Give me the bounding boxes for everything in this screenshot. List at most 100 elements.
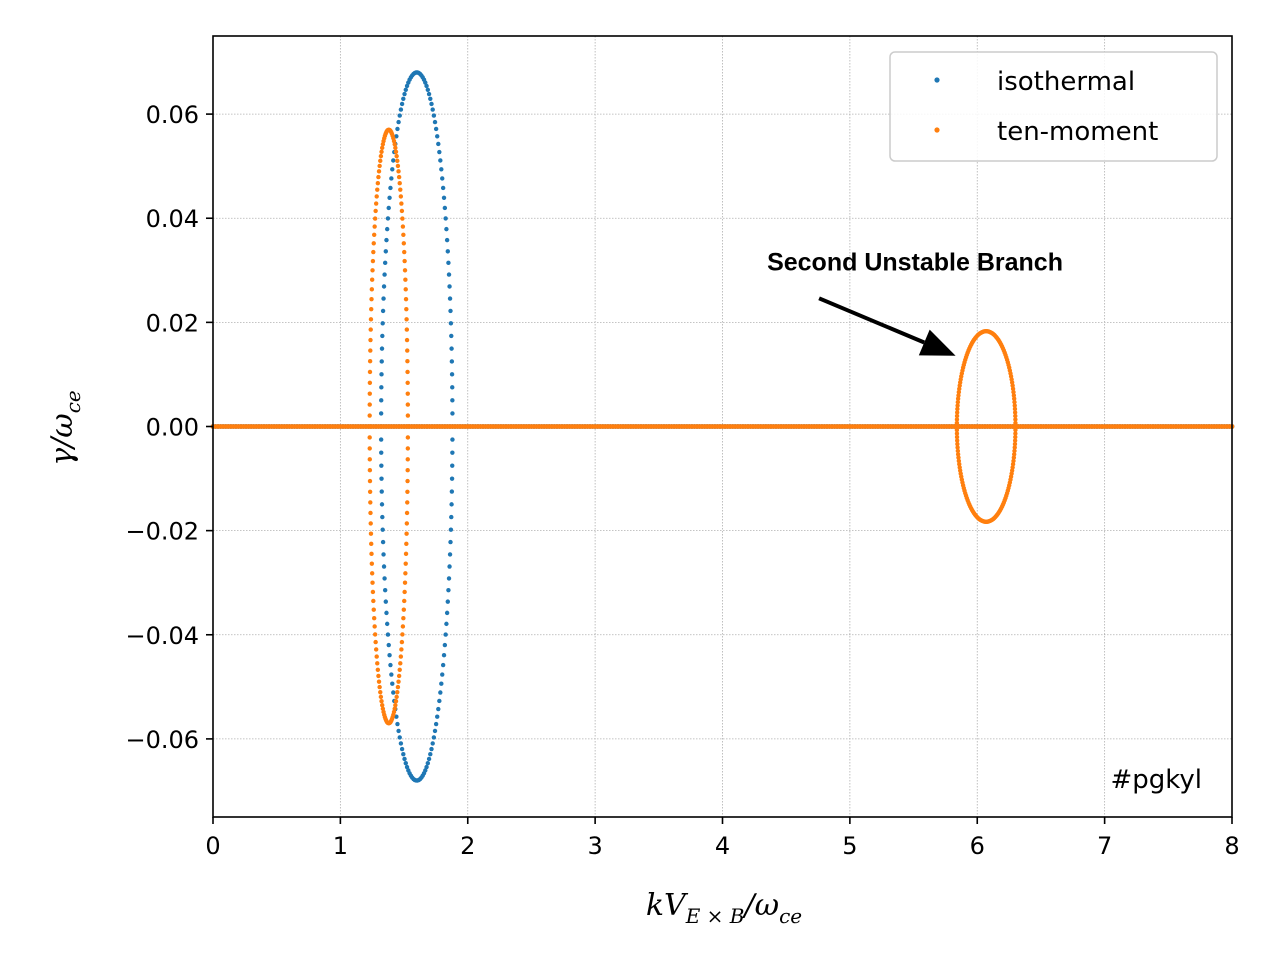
y-tick-label: 0.04	[146, 205, 199, 233]
data-point	[388, 185, 393, 191]
data-point	[379, 372, 384, 377]
data-point	[374, 654, 379, 659]
data-point	[1011, 452, 1017, 457]
data-point	[395, 126, 400, 132]
data-point	[398, 107, 404, 112]
data-point	[430, 107, 435, 112]
y-axis-label: γ/ωce	[45, 390, 85, 466]
data-point	[957, 383, 962, 388]
data-point	[403, 87, 408, 92]
data-point	[404, 317, 409, 322]
data-point	[384, 610, 389, 616]
data-point	[372, 624, 377, 629]
data-point	[445, 599, 450, 604]
data-point	[380, 702, 385, 708]
data-point	[368, 521, 373, 526]
data-point	[1012, 410, 1018, 415]
data-point	[432, 119, 438, 125]
data-point	[401, 752, 406, 757]
data-point	[405, 402, 411, 407]
data-point	[393, 145, 398, 151]
data-point	[372, 224, 377, 229]
x-tick-label: 5	[842, 832, 857, 860]
data-point	[443, 632, 448, 637]
data-point	[444, 237, 450, 243]
data-point	[955, 403, 960, 408]
data-point	[1012, 441, 1018, 447]
data-point	[1010, 386, 1016, 392]
data-point	[433, 721, 439, 727]
data-point	[379, 463, 384, 468]
data-point	[377, 163, 382, 169]
data-point	[376, 169, 382, 174]
data-point	[1012, 445, 1017, 450]
data-point	[396, 119, 401, 125]
data-point	[379, 476, 384, 481]
data-point	[375, 661, 380, 666]
data-point	[370, 268, 375, 273]
data-point	[399, 639, 405, 645]
data-point	[429, 101, 434, 107]
data-point	[428, 752, 433, 757]
data-point	[436, 141, 441, 147]
data-point	[394, 153, 399, 159]
data-point	[395, 689, 400, 695]
data-point	[403, 551, 409, 557]
data-point	[371, 607, 376, 612]
data-point	[369, 277, 375, 282]
data-point	[402, 249, 407, 255]
data-point	[402, 756, 407, 762]
data-point	[1011, 393, 1017, 398]
data-point	[367, 468, 373, 473]
data-point	[447, 552, 453, 557]
data-point	[367, 391, 372, 396]
data-point	[379, 398, 384, 403]
data-point	[400, 624, 406, 629]
data-point	[382, 587, 388, 593]
data-point	[440, 662, 446, 668]
data-point	[367, 435, 372, 440]
data-point	[429, 746, 434, 752]
data-point	[397, 735, 402, 740]
data-point	[395, 158, 400, 164]
data-point	[957, 461, 962, 467]
data-point	[382, 260, 388, 266]
data-point	[1013, 424, 1018, 429]
data-point	[405, 457, 410, 462]
data-point	[367, 413, 372, 418]
data-point	[399, 647, 404, 652]
data-point	[447, 564, 452, 569]
x-tick-label: 6	[970, 832, 985, 860]
y-tick-label: −0.02	[125, 518, 199, 546]
data-point	[450, 463, 455, 468]
data-point	[395, 163, 401, 169]
data-point	[446, 272, 452, 277]
data-point	[405, 413, 411, 418]
data-point	[446, 576, 452, 581]
data-point	[388, 662, 393, 668]
data-point	[370, 258, 376, 264]
data-point	[368, 317, 374, 322]
data-point	[369, 551, 374, 557]
data-point	[954, 434, 960, 440]
legend-box	[889, 51, 1218, 162]
data-point	[954, 413, 960, 419]
data-point	[400, 216, 405, 221]
data-point	[378, 158, 383, 164]
data-point	[404, 531, 409, 536]
data-point	[449, 502, 454, 507]
data-point	[441, 652, 447, 658]
data-point	[405, 489, 410, 494]
x-tick-label: 2	[460, 832, 475, 860]
data-point	[390, 167, 395, 172]
data-point	[954, 410, 960, 415]
data-point	[440, 176, 445, 181]
data-point	[367, 446, 372, 451]
data-point	[433, 126, 439, 132]
data-point	[397, 667, 402, 672]
data-point	[450, 398, 455, 403]
data-point	[428, 96, 433, 101]
data-point	[441, 195, 447, 201]
data-point	[378, 437, 384, 442]
x-tick-label: 4	[715, 832, 730, 860]
